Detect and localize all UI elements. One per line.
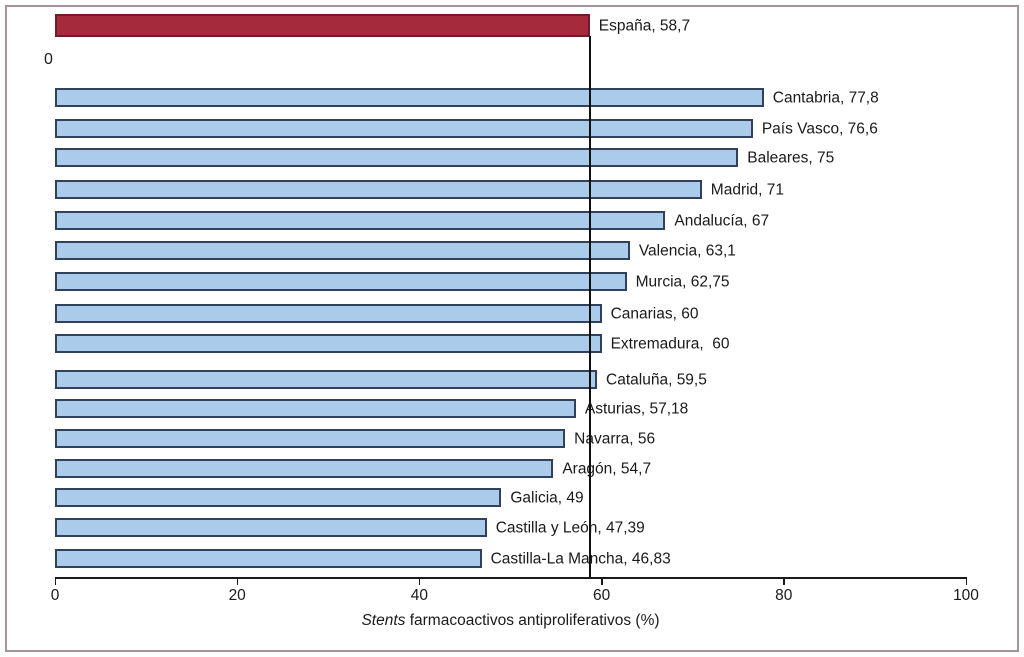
bar-murcia <box>55 272 627 291</box>
bar-navarra <box>55 429 566 448</box>
bar-value-label: Canarias, 60 <box>610 304 699 322</box>
bar-madrid <box>55 180 702 199</box>
figure-frame <box>5 5 1019 652</box>
bar-value-label: País Vasco, 76,6 <box>761 119 878 137</box>
bar-extremadura <box>55 334 602 353</box>
bar-value-label: Navarra, 56 <box>574 429 656 447</box>
bar-value-label: Cataluña, 59,5 <box>606 370 707 388</box>
x-axis-tick-label: 100 <box>953 587 979 604</box>
bar-value-label: Madrid, 71 <box>710 180 785 198</box>
x-axis-tick-label: 40 <box>410 587 429 604</box>
bar-value-label: Baleares, 75 <box>747 148 835 166</box>
bar-value-label: España, 58,7 <box>598 16 691 34</box>
bar-value-label: Aragón, 54,7 <box>562 459 652 477</box>
x-axis-tick <box>601 579 603 585</box>
x-axis-line <box>55 577 967 579</box>
bar-value-label: Galicia, 49 <box>510 488 584 506</box>
x-axis-tick <box>965 579 967 585</box>
x-axis-tick <box>783 579 785 585</box>
x-axis-tick-label: 80 <box>775 587 793 604</box>
bar-canarias <box>55 304 602 323</box>
bar-castilla-la-mancha <box>55 549 482 568</box>
bar-value-label: Cantabria, 77,8 <box>772 88 879 106</box>
bar-arag-n <box>55 459 554 478</box>
bar-value-label: Asturias, 57,18 <box>584 399 689 417</box>
zero-value-label: 0 <box>44 51 53 68</box>
bar-catalu-a <box>55 370 598 389</box>
x-axis-title-italic: Stents <box>361 612 406 629</box>
bar-cantabria <box>55 88 764 107</box>
reference-line <box>588 36 591 577</box>
x-axis-tick <box>54 579 56 585</box>
bar-pa-s-vasco <box>55 119 753 138</box>
bar-value-label: Extremadura, 60 <box>610 334 730 352</box>
bar-value-label: Valencia, 63,1 <box>638 241 736 259</box>
x-axis-title: Stents farmacoactivos antiproliferativos… <box>55 613 966 629</box>
x-axis-title-rest: farmacoactivos antiproliferativos (%) <box>405 612 660 629</box>
x-axis-tick-label: 60 <box>592 587 611 604</box>
bar-espa-a <box>55 14 590 37</box>
bar-value-label: Castilla y León, 47,39 <box>495 518 645 536</box>
bar-value-label: Murcia, 62,75 <box>635 272 730 290</box>
bar-baleares <box>55 148 739 167</box>
x-axis-tick <box>418 579 421 585</box>
bar-asturias <box>55 399 576 418</box>
bar-castilla-y-le-n <box>55 518 487 537</box>
bar-andaluc-a <box>55 211 666 230</box>
bar-value-label: Castilla-La Mancha, 46,83 <box>490 549 671 567</box>
x-axis-tick-label: 0 <box>50 587 60 604</box>
bar-galicia <box>55 488 502 507</box>
bar-value-label: Andalucía, 67 <box>674 211 770 229</box>
x-axis-tick <box>236 579 239 585</box>
bar-valencia <box>55 241 630 260</box>
x-axis-tick-label: 20 <box>228 587 246 604</box>
